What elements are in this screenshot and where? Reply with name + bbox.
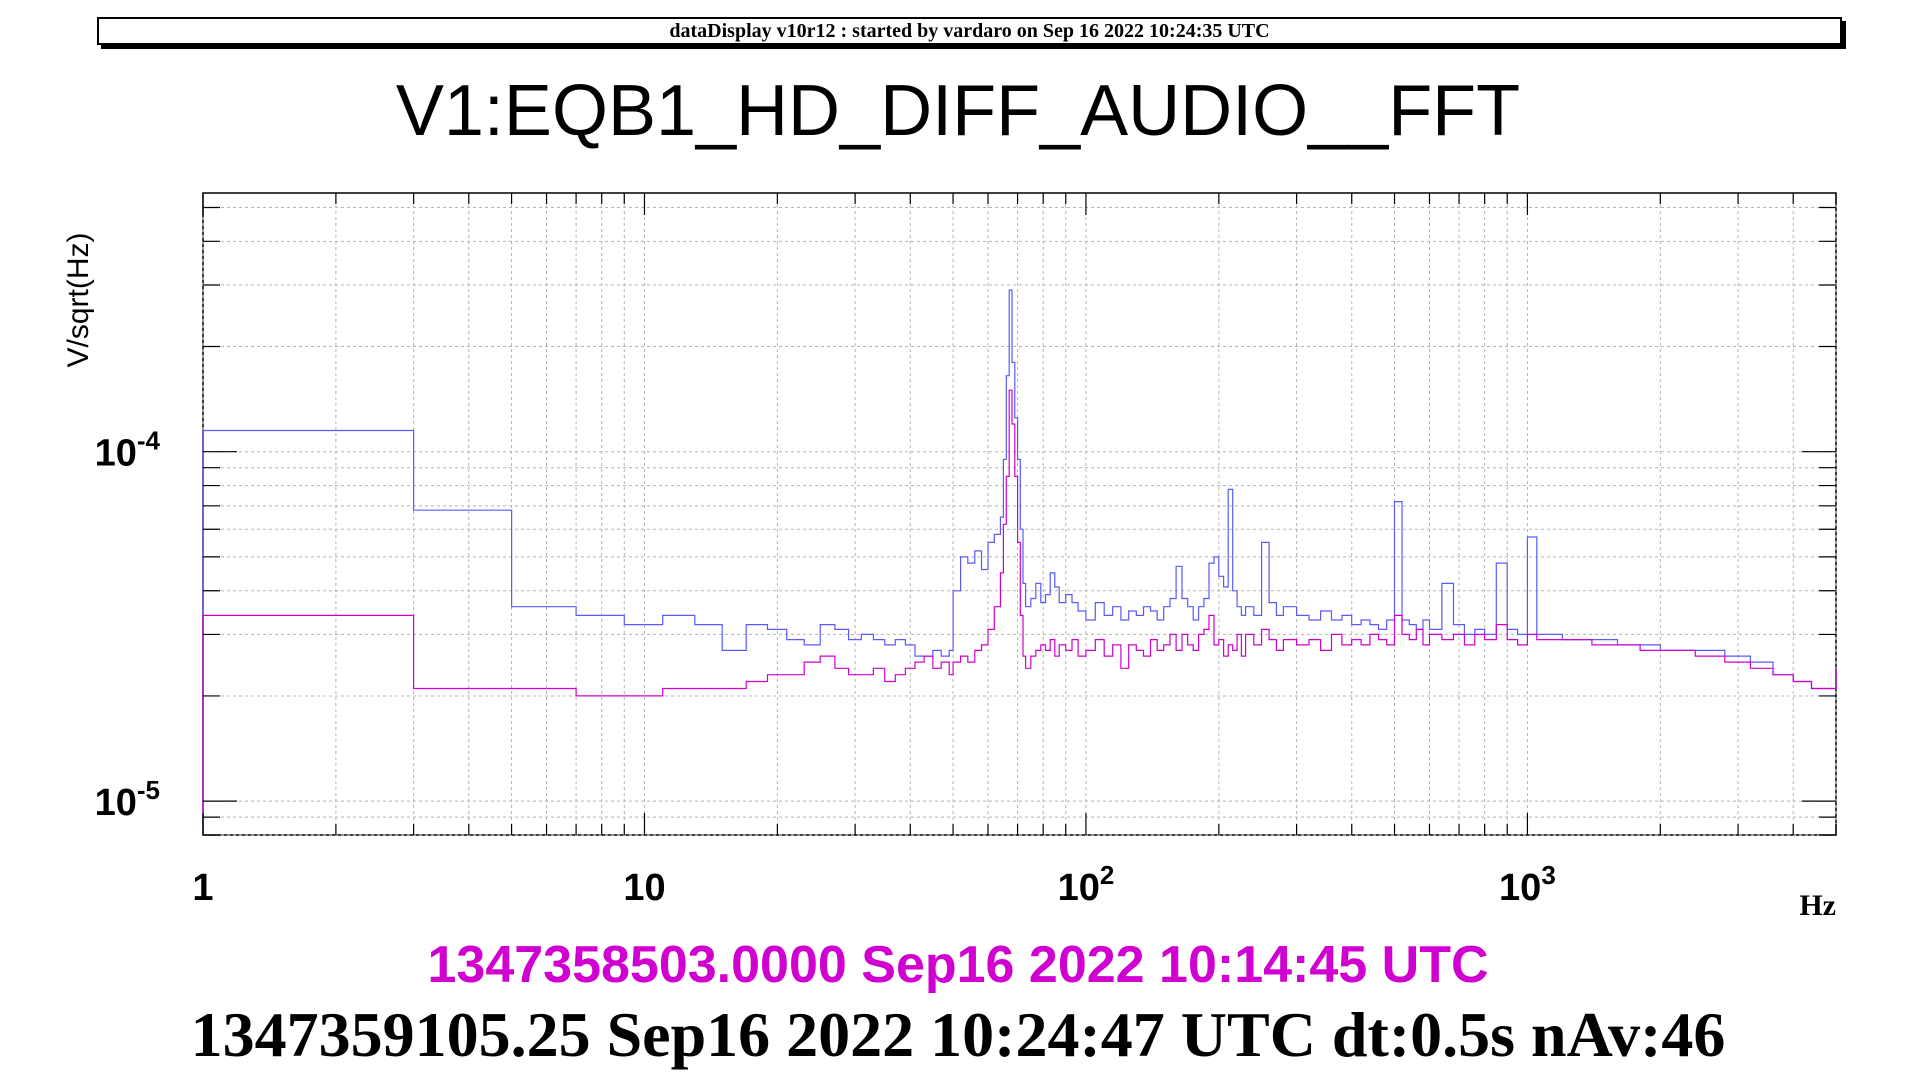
plot-frame — [202, 192, 1837, 836]
grid-layer — [202, 193, 1837, 836]
header-text: dataDisplay v10r12 : started by vardaro … — [669, 19, 1270, 42]
reference-timestamp: 1347358503.0000 Sep16 2022 10:14:45 UTC — [427, 936, 1489, 994]
series-current-line — [202, 289, 1837, 835]
axis-layer: 1 10 102 103 10-5 10-4 — [95, 193, 1837, 909]
y-tick-label: 10-4 — [95, 426, 161, 475]
header-banner: dataDisplay v10r12 : started by vardaro … — [97, 17, 1842, 45]
x-tick-label: 1 — [192, 867, 213, 909]
x-tick-label: 102 — [1058, 860, 1115, 909]
series-reference-line — [202, 389, 1837, 835]
chart-title: V1:EQB1_HD_DIFF_AUDIO__FFT — [395, 71, 1521, 151]
x-tick-label: 10 — [623, 867, 665, 909]
y-tick-label: 10-5 — [95, 775, 160, 824]
current-timestamp: 1347359105.25 Sep16 2022 10:24:47 UTC dt… — [190, 999, 1726, 1070]
series-layer — [202, 289, 1837, 835]
x-axis-label: Hz — [1799, 889, 1836, 922]
x-tick-label: 103 — [1499, 860, 1556, 909]
y-axis-label: V/sqrt(Hz) — [62, 233, 95, 368]
